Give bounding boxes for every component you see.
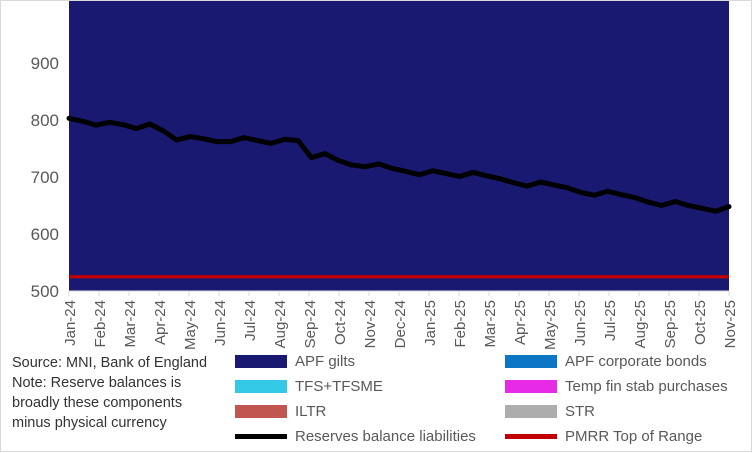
legend-swatch	[505, 434, 557, 439]
x-axis-tick-label: Dec-24	[392, 300, 409, 348]
chart-legend: APF gilts APF corporate bonds TFS+TFSME Tem…	[235, 349, 747, 449]
legend-swatch	[505, 355, 557, 368]
y-axis-tick-label: 800	[31, 111, 59, 130]
legend-item[interactable]: APF gilts	[235, 353, 505, 370]
y-axis-tick-label: 500	[31, 282, 59, 301]
x-axis-tick-label: Jun-25	[572, 300, 589, 346]
legend-swatch	[235, 355, 287, 368]
x-axis-tick-label: Sep-25	[662, 300, 679, 348]
x-axis-tick-label: Oct-24	[332, 300, 349, 345]
y-axis-tick-label: 700	[31, 168, 59, 187]
x-axis-tick-label: Apr-24	[152, 300, 169, 345]
legend-swatch	[505, 380, 557, 393]
source-note: Source: MNI, Bank of England Note: Reserv…	[12, 353, 237, 433]
x-axis-tick-label: Jun-24	[212, 300, 229, 346]
x-axis-tick-label: Jan-25	[422, 300, 439, 346]
x-axis-tick-label: Oct-25	[692, 300, 709, 345]
x-axis-tick-label: Jan-24	[62, 300, 79, 346]
x-axis-tick-label: Sep-24	[302, 300, 319, 348]
legend-label: ILTR	[295, 403, 327, 420]
legend-item[interactable]: APF corporate bonds	[505, 353, 747, 370]
legend-item[interactable]: STR	[505, 403, 747, 420]
x-axis-tick-label: Feb-25	[452, 300, 469, 348]
legend-item[interactable]: PMRR Top of Range	[505, 428, 747, 445]
x-axis-tick-label: Mar-24	[122, 300, 139, 348]
source-note-line: Note: Reserve balances is	[12, 375, 182, 391]
legend-swatch	[505, 405, 557, 418]
legend-item[interactable]: TFS+TFSME	[235, 378, 505, 395]
x-axis-tick-label: Jul-25	[602, 300, 619, 341]
source-note-line: minus physical currency	[12, 415, 167, 431]
x-axis-tick-label: Nov-24	[362, 300, 379, 348]
legend-swatch	[235, 405, 287, 418]
legend-item[interactable]: Reserves balance liabilities	[235, 428, 505, 445]
legend-label: Reserves balance liabilities	[295, 428, 476, 445]
x-axis-tick-label: Jul-24	[242, 300, 259, 341]
x-axis-tick-label: Aug-25	[632, 300, 649, 348]
x-axis-tick-label: Mar-25	[482, 300, 499, 348]
y-axis-tick-label: 600	[31, 225, 59, 244]
x-axis-tick-label: Feb-24	[92, 300, 109, 348]
y-axis-tick-label: 900	[31, 54, 59, 73]
x-axis-tick-label: Aug-24	[272, 300, 289, 348]
source-note-line: broadly these components	[12, 395, 183, 411]
legend-label: STR	[565, 403, 595, 420]
legend-label: APF gilts	[295, 353, 356, 370]
x-axis-tick-label: Apr-25	[512, 300, 529, 345]
source-note-line: Source: MNI, Bank of England	[12, 355, 208, 371]
legend-label: Temp fin stab purchases	[565, 378, 728, 395]
legend-label: TFS+TFSME	[295, 378, 383, 395]
legend-swatch	[235, 434, 287, 439]
reserves-balance-liabilities-line	[66, 115, 732, 214]
x-axis-tick-label: May-25	[542, 300, 559, 350]
area-apf-gilts	[69, 1, 729, 291]
legend-swatch	[235, 380, 287, 393]
x-axis-tick-label: May-24	[182, 300, 199, 350]
legend-label: PMRR Top of Range	[565, 428, 703, 445]
legend-label: APF corporate bonds	[565, 353, 707, 370]
legend-item[interactable]: ILTR	[235, 403, 505, 420]
legend-item[interactable]: Temp fin stab purchases	[505, 378, 747, 395]
x-axis-tick-label: Nov-25	[722, 300, 739, 348]
